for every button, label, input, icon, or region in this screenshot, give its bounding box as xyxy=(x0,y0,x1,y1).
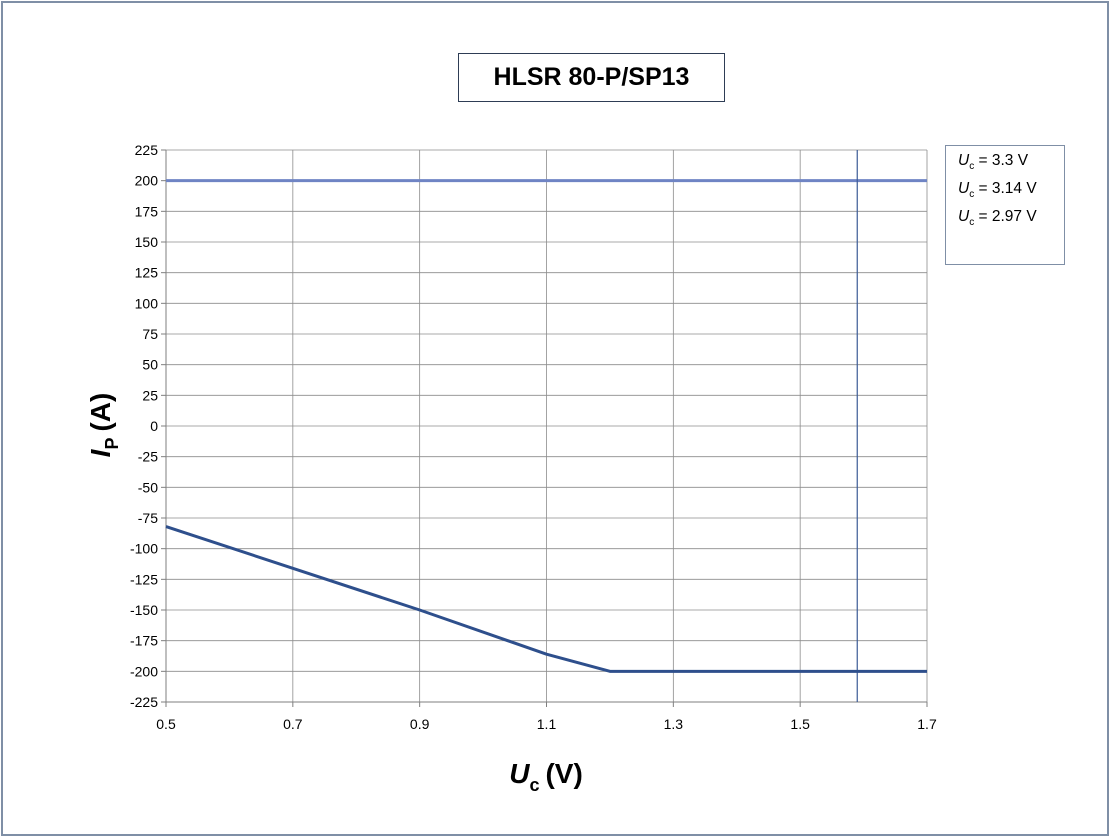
y-tick-label: -150 xyxy=(130,602,158,618)
y-axis-label: IP (A) xyxy=(85,393,122,458)
x-axis-subscript: c xyxy=(529,775,539,795)
y-tick-label: 100 xyxy=(135,295,159,311)
y-axis-subscript: P xyxy=(102,438,122,450)
x-tick-label: 1.7 xyxy=(917,716,937,732)
legend: Uc = 3.3 V Uc = 3.14 V Uc = 2.97 V xyxy=(945,145,1065,265)
x-axis-symbol: U xyxy=(509,758,530,789)
grid-lines xyxy=(165,149,928,703)
y-tick-label: -25 xyxy=(138,449,158,465)
x-tick-label: 1.1 xyxy=(537,716,557,732)
y-tick-label: -200 xyxy=(130,663,158,679)
x-axis-label: Uc (V) xyxy=(509,758,583,795)
chart-title: HLSR 80-P/SP13 xyxy=(493,63,690,91)
y-tick-label: 150 xyxy=(135,234,159,250)
x-tick-label: 0.7 xyxy=(283,716,303,732)
y-tick-label: 0 xyxy=(150,418,158,434)
y-tick-label: 50 xyxy=(142,357,158,373)
y-tick-label: -175 xyxy=(130,633,158,649)
tick-labels: 225 200 175 150 125 100 75 50 25 0 -25 -50 -75 -100 -1… xyxy=(130,142,937,732)
y-tick-label: -100 xyxy=(130,541,158,557)
y-tick-label: 125 xyxy=(135,265,159,281)
legend-item: Uc = 2.97 V xyxy=(958,208,1037,229)
y-tick-label: 25 xyxy=(142,387,158,403)
y-axis-unit: (A) xyxy=(85,393,116,432)
x-tick-label: 1.5 xyxy=(790,716,810,732)
y-tick-label: 200 xyxy=(135,173,159,189)
y-tick-label: -50 xyxy=(138,479,158,495)
y-tick-label: 75 xyxy=(142,326,158,342)
y-axis-symbol: I xyxy=(85,448,116,457)
legend-item: Uc = 3.14 V xyxy=(958,180,1037,201)
y-tick-label: 175 xyxy=(135,203,159,219)
chart-title-box: HLSR 80-P/SP13 xyxy=(458,53,725,102)
x-tick-label: 1.3 xyxy=(664,716,684,732)
y-tick-label: -75 xyxy=(138,510,158,526)
x-tick-label: 0.5 xyxy=(156,716,176,732)
series-lines xyxy=(165,150,927,702)
x-tick-label: 0.9 xyxy=(410,716,430,732)
y-tick-label: 225 xyxy=(135,142,159,158)
series-line-3 xyxy=(165,525,927,673)
y-tick-label: -125 xyxy=(130,571,158,587)
y-tick-label: -225 xyxy=(130,694,158,710)
legend-item: Uc = 3.3 V xyxy=(958,152,1029,173)
x-axis-unit: (V) xyxy=(545,758,582,789)
axes xyxy=(161,149,928,707)
